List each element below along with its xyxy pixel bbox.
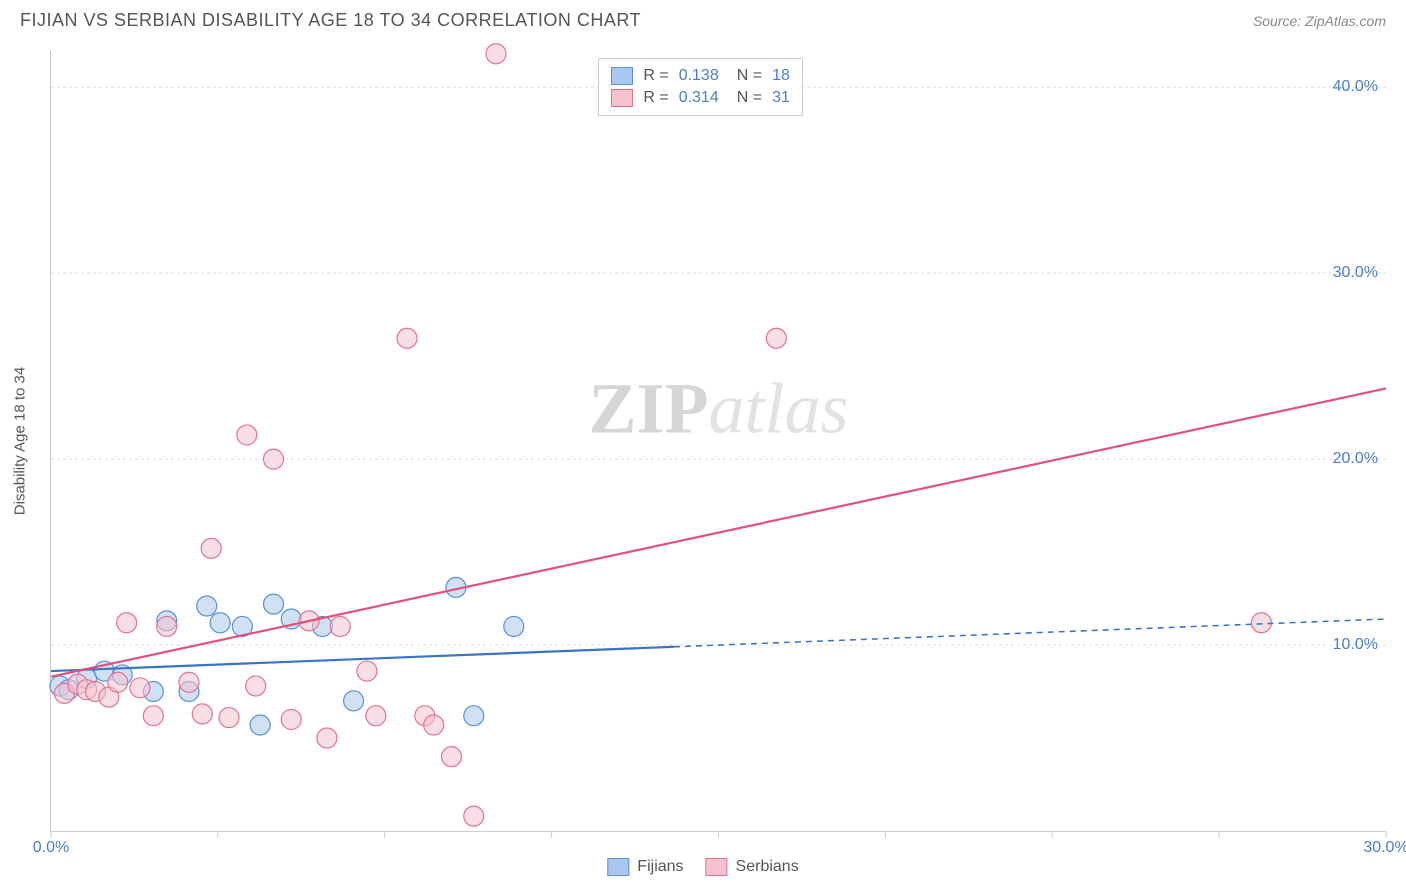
x-tick-label: 30.0% [1363,839,1406,857]
chart-title: FIJIAN VS SERBIAN DISABILITY AGE 18 TO 3… [20,10,641,31]
r-value-fijians: 0.138 [679,67,719,85]
y-tick-label: 10.0% [1333,636,1378,654]
swatch-fijians [611,67,633,85]
legend-label-fijians: Fijians [637,858,683,876]
legend-series: Fijians Serbians [607,858,798,876]
y-tick-label: 30.0% [1333,264,1378,282]
source-name: ZipAtlas.com [1305,13,1386,29]
source-prefix: Source: [1253,13,1305,29]
n-label: N = [737,89,762,107]
y-tick-label: 40.0% [1333,78,1378,96]
n-value-fijians: 18 [772,67,790,85]
plot-svg [51,50,1386,831]
chart-area: Disability Age 18 to 34 ZIPatlas R = 0.1… [50,50,1386,832]
r-value-serbians: 0.314 [679,89,719,107]
legend-correlation: R = 0.138 N = 18 R = 0.314 N = 31 [598,58,803,116]
n-label: N = [737,67,762,85]
source-attribution: Source: ZipAtlas.com [1253,13,1386,29]
legend-row-fijians: R = 0.138 N = 18 [611,65,790,87]
legend-item-serbians: Serbians [706,858,799,876]
n-value-serbians: 31 [772,89,790,107]
x-tick-label: 0.0% [33,839,69,857]
y-axis-label: Disability Age 18 to 34 [12,367,29,515]
swatch-serbians [611,89,633,107]
r-label: R = [643,89,668,107]
swatch-serbians-bottom [706,858,728,876]
plot-region: ZIPatlas R = 0.138 N = 18 R = 0.314 N = … [50,50,1386,832]
legend-row-serbians: R = 0.314 N = 31 [611,87,790,109]
legend-label-serbians: Serbians [736,858,799,876]
r-label: R = [643,67,668,85]
swatch-fijians-bottom [607,858,629,876]
y-tick-label: 20.0% [1333,450,1378,468]
legend-item-fijians: Fijians [607,858,683,876]
